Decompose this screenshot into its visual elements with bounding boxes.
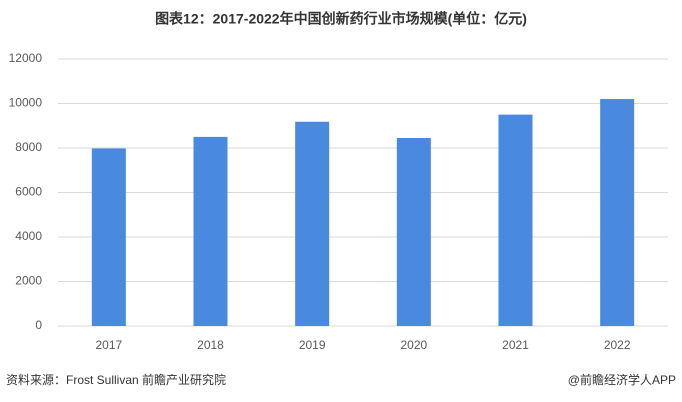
x-tick-label: 2018 [197,338,224,352]
x-tick-label: 2019 [299,338,326,352]
brand-note: @前瞻经济学人APP [568,372,676,387]
y-tick-label: 0 [35,318,42,332]
y-tick-label: 4000 [15,229,42,243]
source-note: 资料来源：Frost Sullivan 前瞻产业研究院 [6,372,226,387]
bar [600,99,635,326]
x-tick-label: 2020 [400,338,427,352]
bar [91,148,126,326]
x-tick-label: 2021 [502,338,529,352]
bar [498,114,533,326]
y-tick-label: 12000 [9,51,43,65]
bar [295,121,330,327]
y-tick-label: 6000 [15,185,42,199]
y-tick-label: 2000 [15,274,42,288]
chart-title: 图表12：2017-2022年中国创新药行业市场规模(单位：亿元) [155,11,527,27]
bar [193,136,228,326]
y-tick-label: 10000 [9,96,43,110]
x-tick-label: 2022 [604,338,631,352]
bar [396,137,431,326]
y-tick-label: 8000 [15,140,42,154]
x-tick-label: 2017 [95,338,122,352]
